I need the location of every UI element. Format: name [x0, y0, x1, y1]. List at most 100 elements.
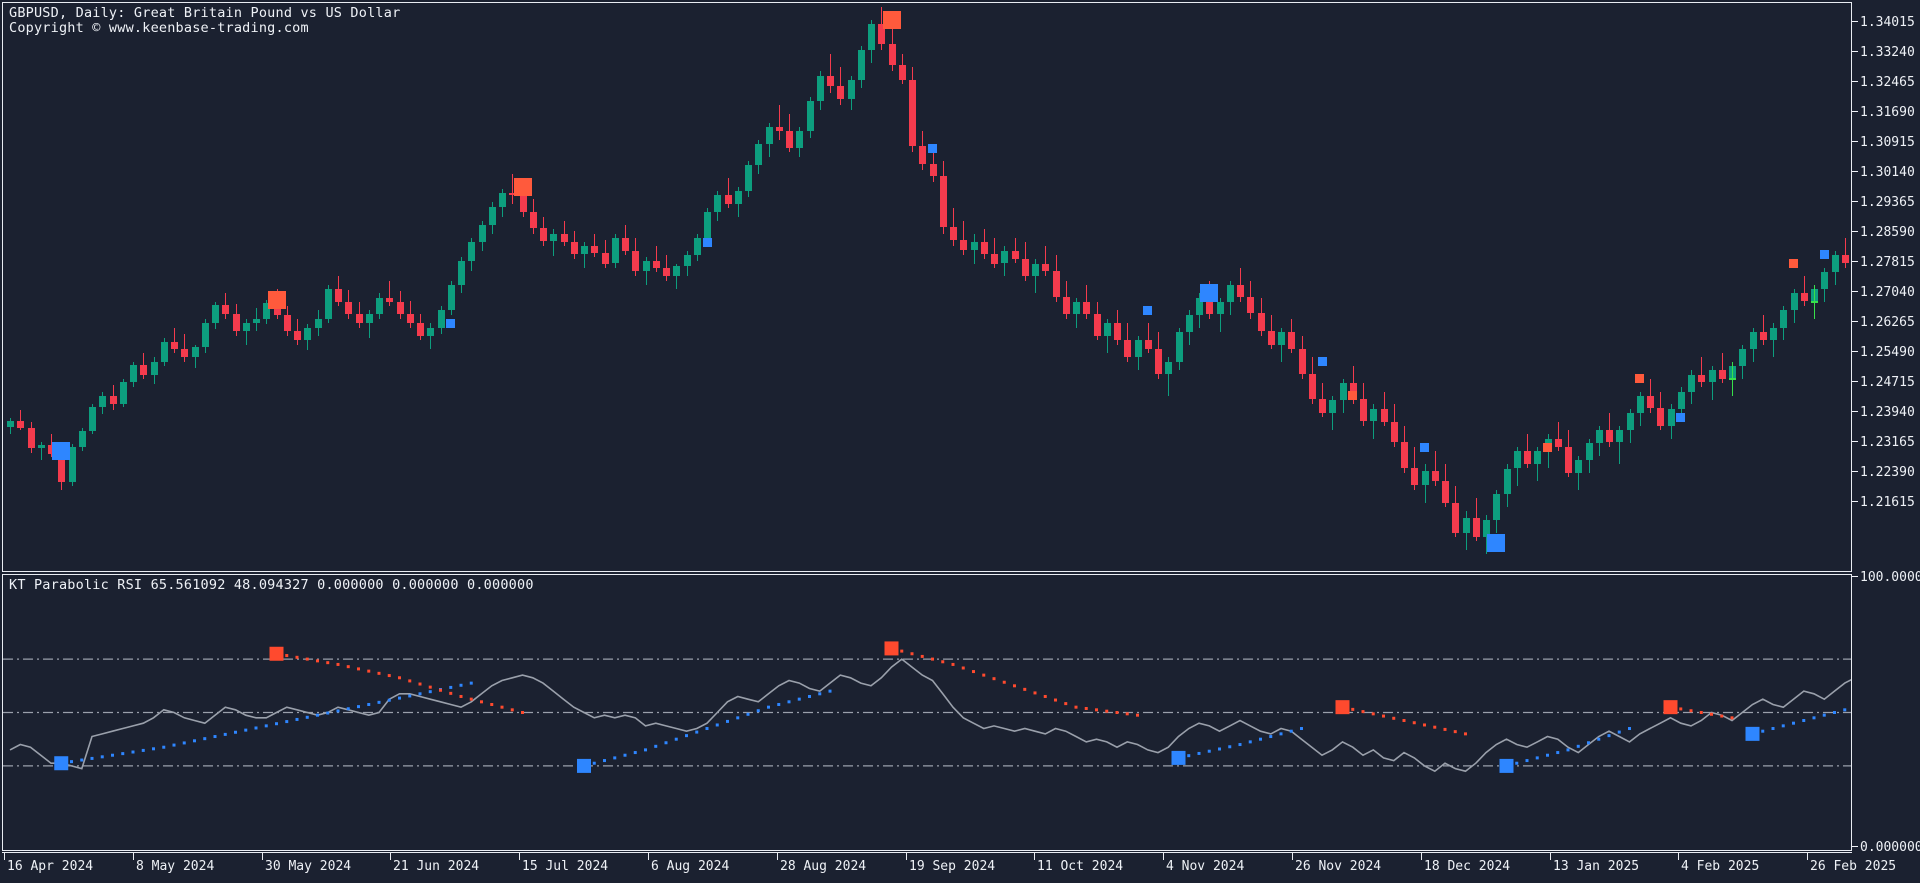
candle-body-bearish — [827, 75, 834, 87]
indicator-plot-area[interactable] — [3, 575, 1851, 850]
sar-dot — [275, 722, 278, 726]
indicator-panel[interactable]: KT Parabolic RSI 65.561092 48.094327 0.0… — [2, 574, 1852, 851]
candle-body-bullish — [242, 323, 250, 331]
sar-dot — [193, 739, 196, 743]
sar-dot — [1289, 729, 1293, 733]
sell-signal-marker — [882, 11, 901, 30]
candle-body-bullish — [478, 225, 486, 243]
price-chart-panel[interactable]: GBPUSD, Daily: Great Britain Pound vs US… — [2, 2, 1852, 572]
candle-wick — [1773, 323, 1774, 358]
sar-dot — [459, 683, 463, 687]
candle-body-bullish — [150, 361, 158, 375]
candle-body-bearish — [1718, 370, 1726, 379]
sar-dot — [1587, 741, 1590, 745]
buy-signal-marker — [1317, 357, 1327, 367]
buy-signal-marker — [1200, 284, 1219, 303]
sar-dot — [787, 700, 791, 704]
indicator-scale[interactable]: 100.000000 0.000000 — [1852, 571, 1920, 855]
sar-dot — [828, 689, 832, 693]
time-tick-label: 26 Feb 2025 — [1810, 859, 1897, 874]
sar-dot — [234, 730, 237, 734]
candle-wick — [1045, 246, 1047, 277]
sar-dot — [1218, 747, 1221, 751]
candle-body-bullish — [1739, 348, 1747, 366]
candle-body-bearish — [724, 195, 732, 204]
sar-dot — [510, 708, 514, 712]
sell-signal-marker — [1348, 391, 1358, 401]
sar-dot — [182, 741, 186, 745]
sar-dot — [1023, 687, 1027, 691]
time-tick-label: 28 Aug 2024 — [780, 859, 867, 874]
candle-body-bearish — [1052, 271, 1060, 297]
sar-dot — [295, 717, 299, 721]
sar-dot — [1689, 709, 1693, 713]
buy-signal-marker — [52, 442, 71, 461]
sar-dot — [1843, 708, 1847, 712]
sar-buy-signal — [1499, 758, 1514, 773]
candle-wick — [1578, 455, 1580, 490]
candle-body-bearish — [1308, 373, 1316, 400]
candle-body-bullish — [1513, 451, 1521, 469]
sar-buy-signal — [1745, 726, 1760, 741]
sar-dot — [408, 679, 412, 683]
sar-dot — [1781, 724, 1785, 728]
price-tick: 1.24715 — [1852, 376, 1915, 390]
candle-body-bullish — [1667, 408, 1675, 426]
sar-dot — [603, 759, 606, 763]
sar-sell-signal — [269, 646, 284, 661]
sar-dot — [900, 649, 904, 653]
candle-wick — [584, 242, 585, 268]
candle-body-bearish — [837, 86, 845, 100]
candle-body-bullish — [68, 447, 76, 483]
candle-wick — [1711, 366, 1713, 401]
candle-body-bearish — [171, 342, 178, 349]
sar-dot — [254, 726, 258, 730]
candle-body-bullish — [673, 265, 681, 277]
sar-dot — [920, 654, 924, 658]
sar-dot — [951, 662, 955, 666]
sar-dot — [1730, 716, 1734, 720]
sar-dot — [305, 715, 309, 719]
sar-dot — [418, 692, 422, 696]
sar-dot — [1351, 707, 1355, 711]
sar-dot — [90, 756, 94, 760]
sar-dot — [521, 711, 524, 714]
candle-body-bullish — [1708, 370, 1716, 383]
price-tick: 1.21615 — [1852, 496, 1915, 510]
candle-body-bullish — [201, 323, 209, 348]
candle-body-bullish — [1503, 468, 1511, 495]
sar-dot — [1095, 708, 1098, 712]
candle-body-bearish — [1288, 331, 1296, 349]
candle-body-bearish — [1565, 447, 1572, 473]
sar-dot — [818, 692, 822, 696]
sell-signal-marker — [267, 290, 286, 309]
candle-body-bearish — [919, 146, 927, 165]
candle-body-bullish — [1790, 293, 1798, 311]
price-tick-label: 1.34015 — [1860, 15, 1915, 30]
candle-body-bullish — [1595, 430, 1603, 443]
candle-body-bearish — [1360, 399, 1367, 421]
sar-dot — [1115, 711, 1119, 714]
indicator-tick-label: 0.000000 — [1860, 840, 1920, 855]
sar-dot — [1207, 749, 1211, 753]
price-tick-label: 1.25490 — [1860, 345, 1915, 360]
candle-body-bearish — [529, 212, 537, 229]
sar-dot — [80, 758, 84, 762]
price-plot-area[interactable] — [3, 3, 1851, 571]
candle-wick — [512, 173, 514, 204]
sar-dot — [1013, 684, 1016, 688]
candle-body-bullish — [447, 284, 455, 311]
time-tick — [519, 853, 520, 860]
candle-body-bearish — [960, 240, 968, 250]
sar-dot — [623, 753, 627, 757]
candle-body-bullish — [1483, 519, 1490, 537]
sar-dot — [1792, 721, 1795, 725]
sar-dot — [316, 713, 319, 717]
candle-body-bullish — [1585, 442, 1593, 460]
time-scale[interactable]: 16 Apr 2024 8 May 2024 30 May 2024 21 Jun 2… — [2, 852, 1896, 883]
candle-body-bullish — [78, 430, 86, 448]
price-scale[interactable]: 1.34015 1.33240 1.32465 1.31690 1.30915 1.301… — [1852, 2, 1920, 572]
candle-body-bullish — [1329, 400, 1337, 413]
candle-body-bullish — [1165, 361, 1173, 374]
